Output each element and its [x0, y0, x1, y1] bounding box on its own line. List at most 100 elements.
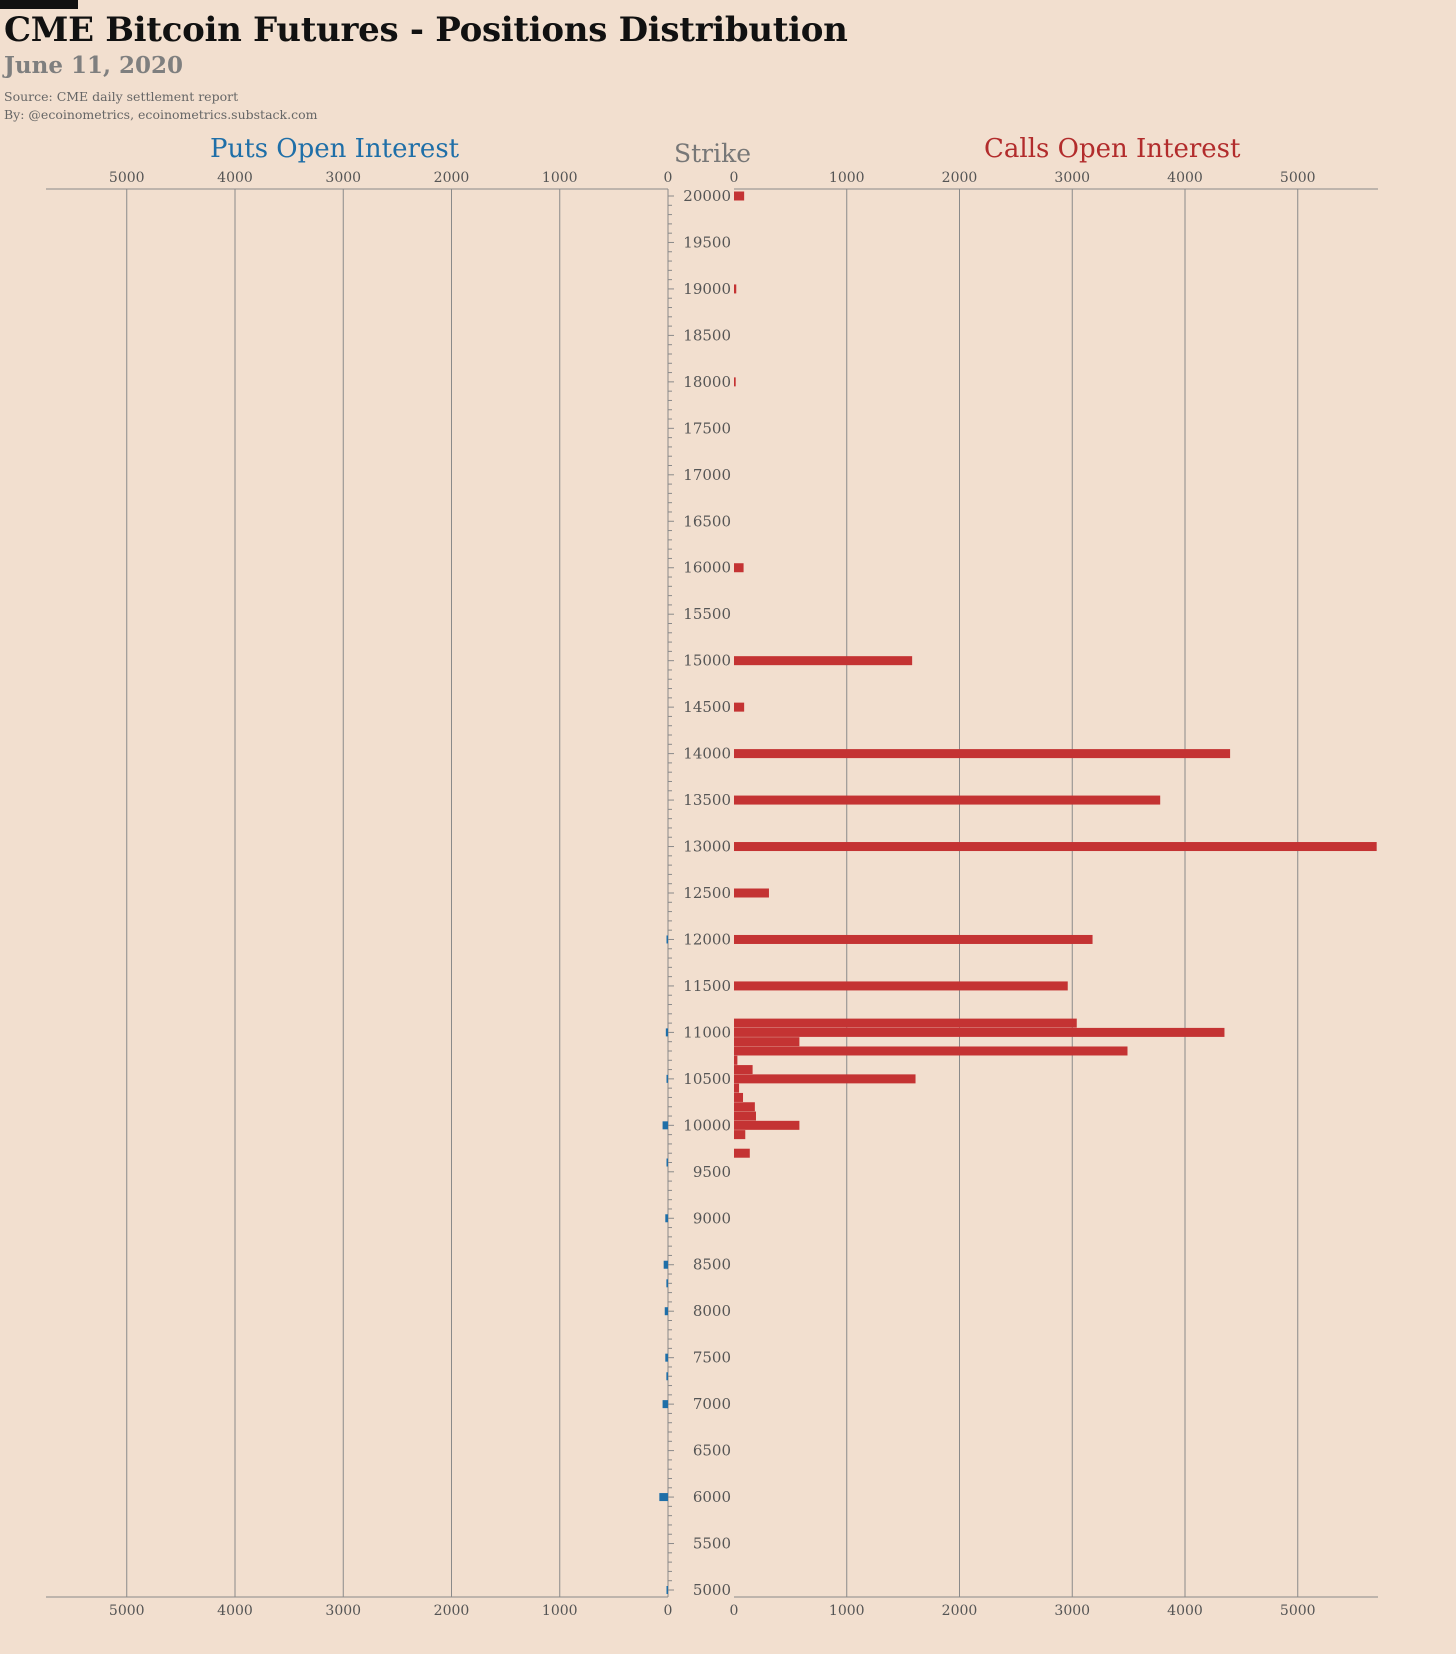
- calls-bar: [734, 702, 745, 712]
- strike-tick-label: 18500: [683, 326, 731, 344]
- puts-bar: [665, 1353, 668, 1362]
- strike-tick-label: 11000: [683, 1023, 731, 1041]
- calls-bar: [734, 1083, 740, 1093]
- strike-tick-label: 17000: [683, 466, 731, 484]
- calls-bar: [734, 1046, 1128, 1056]
- calls-tick-label-top: 0: [730, 170, 739, 186]
- calls-bar: [734, 934, 1093, 944]
- puts-bar: [659, 1493, 668, 1502]
- puts-tick-label-bottom: 2000: [434, 1603, 470, 1619]
- calls-bar: [734, 1018, 1077, 1028]
- calls-tick-label-top: 4000: [1167, 170, 1203, 186]
- strike-tick-label: 8000: [693, 1302, 731, 1320]
- calls-bar: [734, 1092, 744, 1102]
- puts-tick-label-top: 5000: [109, 170, 145, 186]
- puts-tick-label-top: 1000: [542, 170, 578, 186]
- chart-title: CME Bitcoin Futures - Positions Distribu…: [4, 10, 848, 50]
- calls-bar: [734, 1065, 753, 1075]
- puts-bar: [664, 1307, 668, 1316]
- calls-bar: [734, 795, 1161, 805]
- strike-tick-label: 19500: [683, 233, 731, 251]
- strike-tick-label: 6500: [693, 1442, 731, 1460]
- calls-bar: [734, 1102, 755, 1112]
- puts-tick-label-top: 2000: [434, 170, 470, 186]
- strike-tick-label: 7500: [693, 1349, 731, 1367]
- strike-tick-label: 20000: [683, 187, 731, 205]
- strike-tick-label: 17500: [683, 419, 731, 437]
- strike-tick-label: 15500: [683, 605, 731, 623]
- strike-tick-label: 14000: [683, 745, 731, 763]
- strike-tick-label: 7000: [693, 1395, 731, 1413]
- calls-bar: [734, 888, 769, 898]
- calls-tick-label-bottom: 5000: [1280, 1603, 1316, 1619]
- strike-tick-label: 6000: [693, 1488, 731, 1506]
- puts-tick-label-bottom: 4000: [217, 1603, 253, 1619]
- strike-tick-label: 18000: [683, 373, 731, 391]
- calls-bar: [734, 1148, 750, 1158]
- strike-tick-label: 16000: [683, 559, 731, 577]
- calls-tick-label-bottom: 4000: [1167, 1603, 1203, 1619]
- puts-panel-title: Puts Open Interest: [210, 134, 460, 164]
- puts-bar: [662, 1400, 668, 1409]
- source-note: Source: CME daily settlement report: [4, 89, 239, 104]
- puts-tick-label-bottom: 3000: [325, 1603, 361, 1619]
- strike-axis-title: Strike: [674, 139, 752, 168]
- puts-bar: [666, 1158, 668, 1167]
- calls-bar: [734, 1074, 916, 1084]
- calls-bar: [734, 981, 1068, 991]
- calls-bar: [734, 377, 736, 387]
- calls-bar: [734, 1027, 1225, 1037]
- strike-tick-label: 16500: [683, 512, 731, 530]
- strike-tick-label: 11500: [683, 977, 731, 995]
- calls-tick-label-bottom: 0: [730, 1603, 739, 1619]
- puts-bar: [662, 1121, 668, 1130]
- calls-bar: [734, 1037, 800, 1047]
- strike-tick-label: 5000: [693, 1581, 731, 1599]
- strike-tick-label: 10000: [683, 1116, 731, 1134]
- calls-tick-label-bottom: 1000: [829, 1603, 865, 1619]
- puts-bar: [666, 935, 668, 944]
- puts-tick-label-bottom: 5000: [109, 1603, 145, 1619]
- puts-bar: [666, 1586, 668, 1594]
- puts-bar: [665, 1028, 668, 1037]
- strike-tick-label: 5500: [693, 1535, 731, 1553]
- strike-tick-label: 19000: [683, 280, 731, 298]
- puts-tick-label-bottom: 1000: [542, 1603, 578, 1619]
- top-accent-bar: [0, 0, 78, 9]
- calls-bar: [734, 1130, 746, 1140]
- calls-tick-label-bottom: 3000: [1054, 1603, 1090, 1619]
- calls-tick-label-top: 5000: [1280, 170, 1316, 186]
- strike-tick-label: 13500: [683, 791, 731, 809]
- calls-bar: [734, 563, 744, 573]
- calls-tick-label-top: 1000: [829, 170, 865, 186]
- puts-bar: [666, 1372, 668, 1381]
- calls-tick-label-bottom: 2000: [942, 1603, 978, 1619]
- calls-bar: [734, 749, 1231, 759]
- strike-tick-label: 12500: [683, 884, 731, 902]
- calls-bar: [734, 284, 737, 294]
- strike-tick-label: 9000: [693, 1209, 731, 1227]
- calls-bar: [734, 1055, 738, 1065]
- strike-tick-label: 15000: [683, 652, 731, 670]
- puts-bar: [666, 1074, 668, 1083]
- chart-date: June 11, 2020: [4, 52, 184, 79]
- calls-bar: [734, 191, 745, 201]
- puts-tick-label-top: 0: [664, 170, 673, 186]
- byline-note: By: @ecoinometrics, ecoinometrics.substa…: [4, 107, 318, 122]
- strike-tick-label: 9500: [693, 1163, 731, 1181]
- strike-tick-label: 14500: [683, 698, 731, 716]
- calls-bar: [734, 656, 913, 666]
- puts-bar: [666, 1279, 668, 1288]
- calls-bar: [734, 1120, 800, 1130]
- calls-panel-title: Calls Open Interest: [984, 134, 1241, 164]
- puts-tick-label-bottom: 0: [664, 1603, 673, 1619]
- calls-tick-label-top: 2000: [942, 170, 978, 186]
- puts-bar: [663, 1260, 668, 1269]
- strike-tick-label: 10500: [683, 1070, 731, 1088]
- calls-bar: [734, 842, 1377, 852]
- calls-tick-label-top: 3000: [1054, 170, 1090, 186]
- puts-tick-label-top: 3000: [325, 170, 361, 186]
- strike-tick-label: 13000: [683, 838, 731, 856]
- strike-tick-label: 12000: [683, 930, 731, 948]
